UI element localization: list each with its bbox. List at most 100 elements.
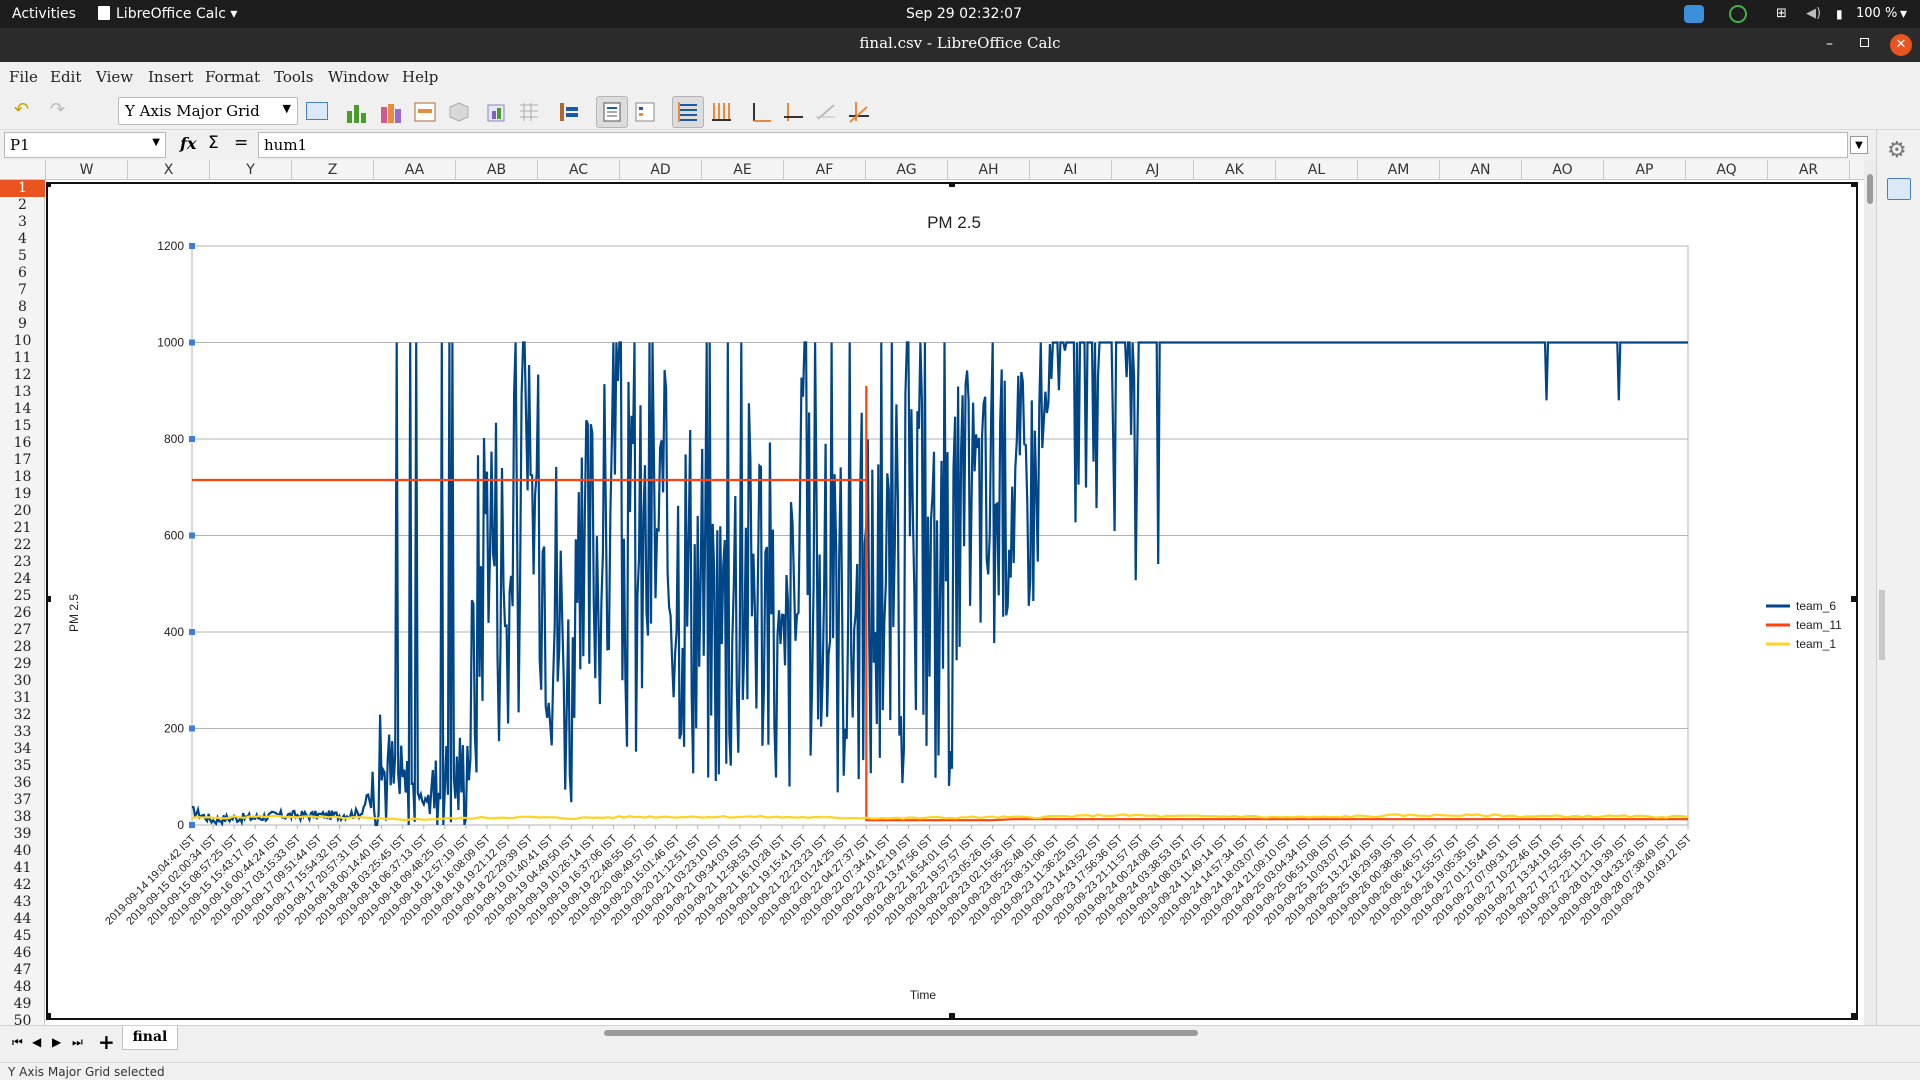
row-header[interactable]: 37 — [13, 792, 32, 808]
row-header[interactable]: 31 — [13, 690, 32, 706]
series-team-6-line[interactable] — [191, 341, 1688, 827]
row-header[interactable]: 39 — [13, 826, 32, 842]
clock[interactable]: Sep 29 02:32:07 — [906, 6, 1022, 22]
column-header[interactable]: AC — [538, 160, 620, 180]
row-header[interactable]: 48 — [13, 979, 32, 995]
row-header[interactable]: 6 — [18, 265, 27, 281]
menu-tools[interactable]: Tools — [274, 68, 314, 86]
row-header[interactable]: 27 — [13, 622, 32, 638]
row-header[interactable]: 8 — [18, 299, 27, 315]
corner-select-all[interactable] — [0, 160, 46, 180]
row-header[interactable]: 12 — [13, 367, 32, 383]
3d-view-icon[interactable] — [446, 99, 472, 125]
horizontal-scrollbar-thumb[interactable] — [604, 1030, 1198, 1036]
object-resize-handle[interactable] — [45, 596, 51, 602]
row-header[interactable]: 35 — [13, 758, 32, 774]
row-header[interactable]: 42 — [13, 877, 32, 893]
column-header[interactable]: AN — [1440, 160, 1522, 180]
column-header[interactable]: AE — [702, 160, 784, 180]
y-axis-icon[interactable] — [780, 99, 806, 125]
sidebar-resize-handle[interactable] — [1879, 590, 1885, 660]
row-header[interactable]: 3 — [18, 214, 27, 230]
row-header[interactable]: 40 — [13, 843, 32, 859]
column-header[interactable]: AI — [1030, 160, 1112, 180]
data-series[interactable] — [191, 341, 1689, 827]
row-header[interactable]: 16 — [13, 435, 32, 451]
row-header[interactable]: 28 — [13, 639, 32, 655]
chart-canvas[interactable]: PM 2.5 PM 2.5 Time 0 200 400 600 800 1000 1200… — [45, 181, 1857, 1019]
activities-button[interactable]: Activities — [12, 6, 76, 22]
row-header[interactable]: 26 — [13, 605, 32, 621]
object-resize-handle[interactable] — [1851, 181, 1857, 187]
row-header[interactable]: 18 — [13, 469, 32, 485]
formula-input[interactable]: hum1 — [258, 132, 1848, 158]
title-icon[interactable] — [556, 99, 582, 125]
vertical-grids-icon[interactable] — [708, 99, 734, 125]
row-header[interactable]: 46 — [13, 945, 32, 961]
column-header[interactable]: Y — [210, 160, 292, 180]
column-header[interactable]: AQ — [1686, 160, 1768, 180]
name-box[interactable]: P1 ▼ — [4, 132, 166, 158]
column-header[interactable]: W — [46, 160, 128, 180]
formula-equals-icon[interactable]: = — [234, 133, 249, 153]
horizontal-grids-icon[interactable] — [672, 96, 704, 128]
object-resize-handle[interactable] — [949, 1013, 955, 1019]
column-header[interactable]: AF — [784, 160, 866, 180]
vertical-scrollbar-thumb[interactable] — [1867, 174, 1873, 204]
row-header[interactable]: 5 — [18, 248, 27, 264]
series-team-11-line[interactable] — [192, 385, 1688, 822]
object-resize-handle[interactable] — [45, 181, 51, 187]
x-axis-icon[interactable] — [748, 99, 774, 125]
object-resize-handle[interactable] — [949, 181, 955, 187]
data-ranges-icon[interactable] — [412, 99, 438, 125]
previous-sheet-icon[interactable]: ◀ — [32, 1035, 42, 1049]
column-header[interactable]: AD — [620, 160, 702, 180]
column-header[interactable]: Z — [292, 160, 374, 180]
row-header[interactable]: 29 — [13, 656, 32, 672]
row-header[interactable]: 25 — [13, 588, 32, 604]
horizontal-scrollbar[interactable] — [600, 1028, 1858, 1038]
column-header[interactable]: AR — [1768, 160, 1850, 180]
row-header[interactable]: 21 — [13, 520, 32, 536]
sidebar-settings-icon[interactable]: ⚙ — [1887, 138, 1907, 163]
x-axis-title[interactable]: Time — [910, 988, 937, 1002]
column-header[interactable]: AP — [1604, 160, 1686, 180]
row-header[interactable]: 47 — [13, 962, 32, 978]
row-header[interactable]: 22 — [13, 537, 32, 553]
volume-icon[interactable]: ◀) — [1806, 6, 1822, 21]
chart-type-icon[interactable] — [344, 99, 370, 125]
z-axis-icon[interactable] — [812, 99, 838, 125]
row-header[interactable]: 43 — [13, 894, 32, 910]
row-header[interactable]: 38 — [13, 809, 32, 825]
row-header[interactable]: 41 — [13, 860, 32, 876]
menu-help[interactable]: Help — [402, 68, 439, 86]
undo-icon[interactable]: ↶ — [14, 99, 30, 120]
row-header[interactable]: 7 — [18, 282, 27, 298]
system-menu-arrow-icon[interactable]: ▾ — [1900, 6, 1908, 22]
chart-element-select[interactable]: Y Axis Major Grid ▼ — [118, 97, 298, 125]
menu-window[interactable]: Window — [328, 68, 390, 86]
row-header[interactable]: 30 — [13, 673, 32, 689]
data-table-icon[interactable] — [378, 99, 404, 125]
minimize-icon[interactable]: – — [1826, 36, 1833, 52]
app-menu-button[interactable]: LibreOffice Calc ▾ — [98, 0, 237, 28]
row-header[interactable]: 9 — [18, 316, 27, 332]
column-header[interactable]: AM — [1358, 160, 1440, 180]
row-header[interactable]: 10 — [13, 333, 32, 349]
y-axis-title[interactable]: PM 2.5 — [67, 594, 81, 632]
column-header[interactable]: AJ — [1112, 160, 1194, 180]
menu-view[interactable]: View — [96, 68, 134, 86]
menu-format[interactable]: Format — [205, 68, 260, 86]
teamviewer-icon[interactable] — [1684, 5, 1704, 23]
vertical-scrollbar[interactable] — [1864, 160, 1876, 1025]
object-resize-handle[interactable] — [1851, 1013, 1857, 1019]
battery-icon[interactable]: ▮ — [1836, 7, 1843, 21]
maximize-icon[interactable] — [1860, 38, 1869, 47]
row-header[interactable]: 13 — [13, 384, 32, 400]
chart-legend[interactable]: team_6 team_11 team_1 — [1766, 599, 1842, 651]
object-resize-handle[interactable] — [1851, 596, 1857, 602]
last-sheet-icon[interactable]: ⏭ — [72, 1035, 83, 1049]
row-header[interactable]: 44 — [13, 911, 32, 927]
legend-icon[interactable] — [632, 99, 658, 125]
column-header[interactable]: X — [128, 160, 210, 180]
